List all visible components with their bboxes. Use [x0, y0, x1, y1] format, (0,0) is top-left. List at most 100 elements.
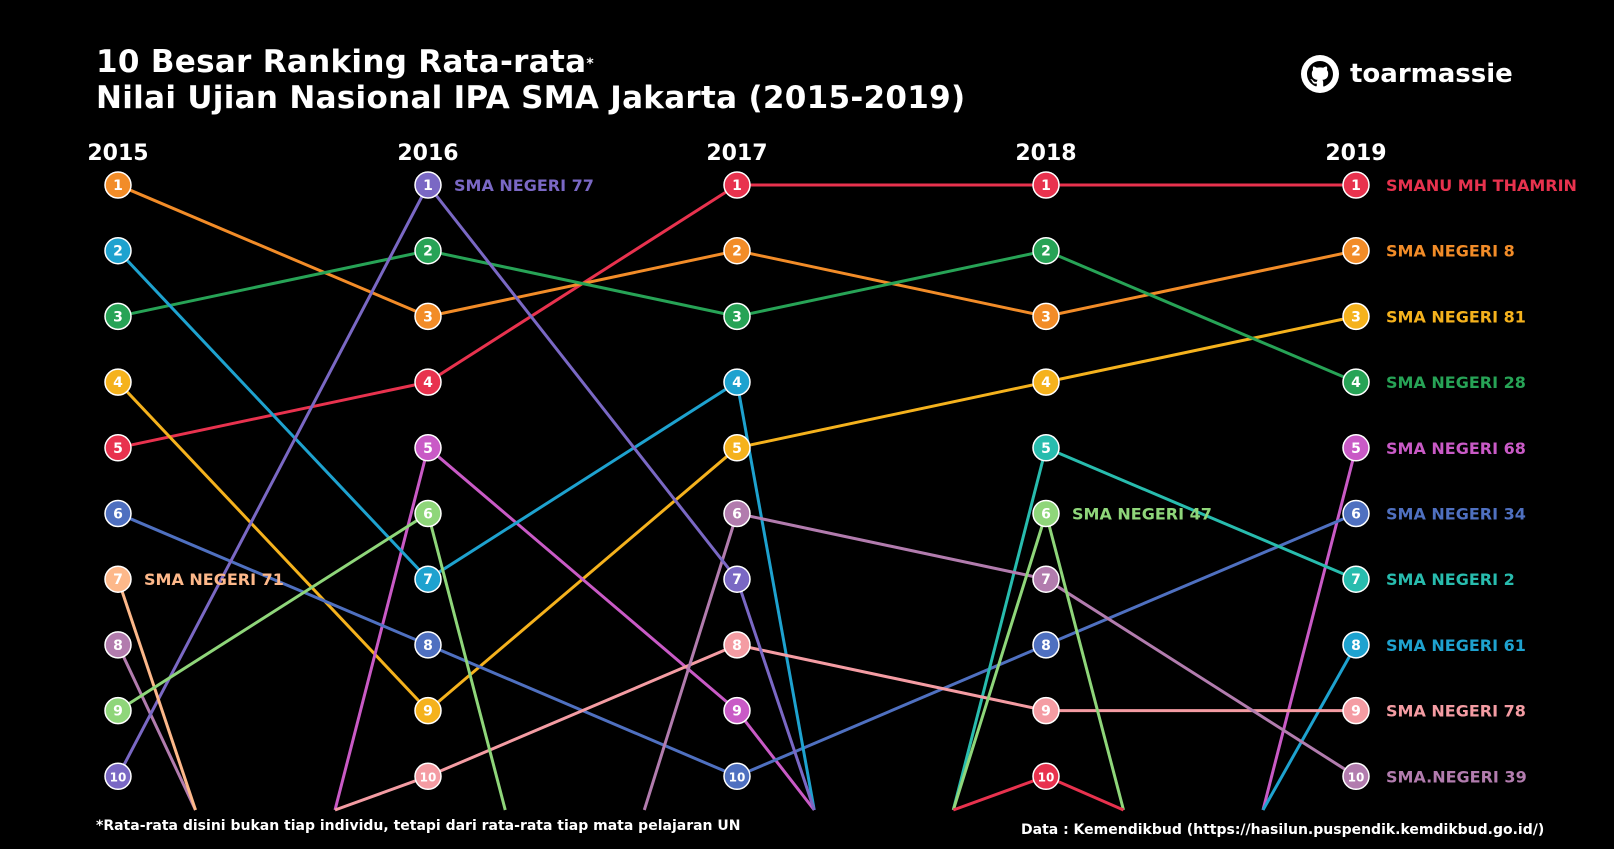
- series-line: [1045, 446, 1357, 581]
- rank-number: 1: [1041, 178, 1051, 194]
- series-line: [1045, 512, 1357, 647]
- rank-number: 9: [113, 704, 123, 720]
- series-annotation: SMA NEGERI 77: [454, 176, 594, 195]
- series-name-label: SMA NEGERI 28: [1386, 373, 1526, 392]
- series-line: [116, 249, 430, 581]
- rank-number: 3: [423, 309, 433, 325]
- series-line: [1045, 314, 1357, 384]
- rank-marker: [723, 302, 751, 331]
- series-name-label: SMA NEGERI 34: [1386, 505, 1526, 524]
- series-annotation: SMA NEGERI 47: [1072, 505, 1212, 524]
- brand: toarmassie: [1300, 54, 1513, 94]
- footnote: *Rata-rata disini bukan tiap individu, t…: [96, 818, 741, 834]
- rank-marker: [1342, 631, 1370, 659]
- chart-title: 10 Besar Ranking Rata-rata* Nilai Ujian …: [96, 44, 966, 116]
- rank-number: 6: [113, 507, 123, 523]
- series-entry-line: [642, 513, 739, 811]
- rank-number: 9: [1351, 704, 1361, 720]
- rank-marker: [723, 631, 751, 659]
- rank-marker: [723, 499, 751, 528]
- series-name-label: SMA.NEGERI 39: [1386, 767, 1527, 786]
- rank-number: 4: [113, 375, 123, 391]
- rank-number: 1: [1351, 178, 1361, 194]
- rank-number: 7: [1351, 572, 1361, 588]
- rank-number: 5: [732, 441, 742, 457]
- series-name-label: SMA NEGERI 61: [1386, 636, 1526, 655]
- rank-number: 3: [732, 309, 742, 325]
- series-exit-line: [426, 513, 507, 811]
- series-entry-line: [952, 774, 1047, 812]
- rank-number: 4: [1041, 375, 1051, 391]
- rank-number: 8: [113, 638, 123, 654]
- rank-marker: [104, 762, 132, 791]
- series-line: [426, 184, 739, 581]
- series-lines: [116, 183, 1358, 812]
- series-line: [736, 643, 1047, 713]
- rank-number: 2: [113, 244, 123, 260]
- year-label: 2017: [706, 141, 767, 166]
- rank-marker: [414, 631, 442, 659]
- series-entry-line: [951, 447, 1048, 811]
- rank-number: 9: [1041, 704, 1051, 720]
- rank-marker: [414, 762, 442, 791]
- rank-number: 7: [113, 572, 123, 588]
- rank-marker: [1342, 302, 1370, 331]
- data-source: Data : Kemendikbud (https://hasilun.pusp…: [1021, 822, 1545, 838]
- rank-marker: [1032, 565, 1060, 593]
- series-name-label: SMA NEGERI 78: [1386, 702, 1526, 721]
- rank-marker: [1342, 565, 1370, 593]
- series-exit-line: [1045, 774, 1125, 812]
- rank-marker: [1032, 171, 1060, 199]
- rank-number: 4: [732, 375, 742, 391]
- rank-number: 4: [423, 375, 433, 391]
- rank-number: 7: [423, 572, 433, 588]
- rank-number: 5: [113, 441, 123, 457]
- series-line: [116, 184, 430, 777]
- series-exit-line: [735, 578, 816, 811]
- rank-number: 1: [423, 178, 433, 194]
- rank-marker: [414, 565, 442, 593]
- series-line: [427, 249, 738, 318]
- rank-marker: [1032, 696, 1060, 725]
- series-line: [427, 643, 738, 778]
- rank-marker: [104, 434, 132, 462]
- rank-marker: [1032, 434, 1060, 462]
- series-entry-line: [1261, 644, 1358, 811]
- rank-marker: [104, 171, 132, 199]
- rank-number: 2: [1041, 244, 1051, 260]
- series-name-label: SMA NEGERI 68: [1386, 439, 1526, 458]
- series-line: [736, 643, 1047, 778]
- rank-number: 10: [729, 770, 746, 784]
- series-line: [117, 249, 429, 318]
- series-line: [736, 380, 1047, 450]
- rank-number: 3: [1351, 309, 1361, 325]
- rank-marker: [723, 434, 751, 462]
- rank-marker: [104, 368, 132, 396]
- rank-number: 7: [732, 572, 742, 588]
- rank-number: 8: [1351, 638, 1361, 654]
- rank-marker: [1342, 499, 1370, 528]
- rank-markers: [104, 171, 1370, 791]
- rank-marker: [1032, 631, 1060, 659]
- rank-marker: [1342, 171, 1370, 199]
- rank-marker: [1032, 302, 1060, 331]
- rank-marker: [1032, 762, 1060, 791]
- series-line: [1045, 249, 1357, 384]
- rank-number: 4: [1351, 375, 1361, 391]
- series-entry-line: [1261, 447, 1358, 811]
- rank-marker: [414, 434, 442, 462]
- rank-marker: [414, 696, 442, 725]
- rank-marker: [1342, 434, 1370, 462]
- rank-number: 2: [732, 244, 742, 260]
- rank-number: 5: [1041, 441, 1051, 457]
- rank-number: 9: [732, 704, 742, 720]
- rank-number: 7: [1041, 572, 1051, 588]
- series-line: [116, 381, 430, 712]
- chart-labels: 2015 2016 2017 2018 2019 5 4 1 1 1 SMANU MH THAMRI…: [87, 141, 1577, 786]
- rank-number: 6: [732, 507, 742, 523]
- rank-marker: [1342, 696, 1370, 725]
- rank-marker: [104, 696, 132, 725]
- year-label: 2018: [1015, 141, 1076, 166]
- rank-marker: [723, 368, 751, 396]
- rank-number: 2: [1351, 244, 1361, 260]
